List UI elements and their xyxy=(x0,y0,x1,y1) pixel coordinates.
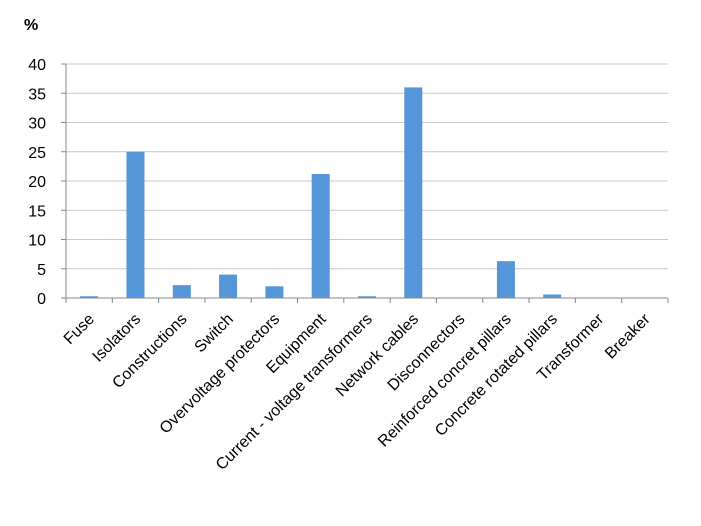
x-tick-label: Switch xyxy=(192,311,237,356)
bar xyxy=(265,286,284,298)
y-tick-label: 35 xyxy=(28,86,46,103)
y-tick-label: 10 xyxy=(28,233,46,250)
bar xyxy=(496,261,515,298)
x-tick-label: Breaker xyxy=(602,310,654,362)
bar xyxy=(543,294,562,298)
bar xyxy=(358,296,376,298)
y-tick-label: 0 xyxy=(37,291,46,308)
bar xyxy=(80,296,99,298)
bar xyxy=(404,87,423,299)
x-tick-label: Network cables xyxy=(333,311,422,400)
y-tick-label: 30 xyxy=(28,116,46,133)
x-tick-label: Fuse xyxy=(61,311,98,348)
y-tick-label: 15 xyxy=(28,203,46,220)
bar xyxy=(126,151,145,298)
y-tick-label: 20 xyxy=(28,174,46,191)
bar xyxy=(219,274,238,298)
y-tick-label: 40 xyxy=(28,57,46,74)
y-tick-label: 25 xyxy=(28,145,46,162)
y-axis-label: % xyxy=(24,17,38,34)
y-tick-label: 5 xyxy=(37,262,46,279)
bar xyxy=(172,285,191,298)
bar xyxy=(311,173,330,298)
